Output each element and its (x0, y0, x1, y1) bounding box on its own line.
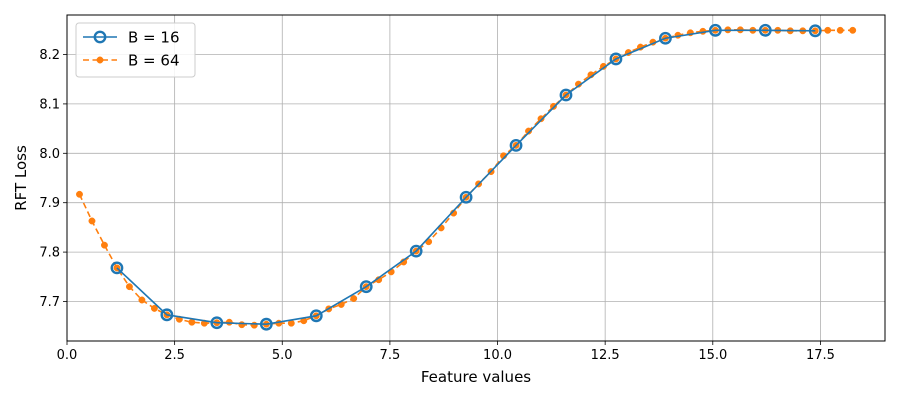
x-tick-label: 17.5 (806, 348, 835, 363)
y-axis-ticks: 7.7 7.8 7.9 8.0 8.1 8.2 (39, 48, 67, 310)
y-axis-label: RFT Loss (12, 145, 30, 211)
point-b16 (210, 316, 224, 330)
point-b64 (138, 296, 146, 304)
point-b16 (409, 244, 423, 258)
x-tick-label: 2.5 (164, 348, 185, 363)
y-tick-label: 7.7 (39, 295, 60, 310)
y-tick-label: 7.8 (39, 246, 60, 261)
point-b64 (836, 26, 844, 34)
x-axis-label: Feature values (421, 368, 531, 386)
x-tick-label: 10.0 (483, 348, 512, 363)
point-b16 (309, 309, 323, 323)
series-layer (76, 23, 857, 331)
x-tick-label: 12.5 (591, 348, 620, 363)
point-b16 (160, 308, 174, 322)
point-b64 (550, 102, 557, 110)
point-b64 (76, 190, 83, 198)
plot-background (67, 15, 885, 341)
y-tick-label: 8.1 (39, 97, 60, 112)
point-b64 (225, 318, 233, 326)
point-b64 (824, 26, 832, 34)
point-b16 (659, 31, 672, 45)
legend-marker-b64 (96, 56, 104, 64)
point-b16 (359, 280, 373, 294)
y-tick-label: 8.2 (39, 48, 60, 63)
point-b64 (525, 127, 532, 135)
point-b16 (559, 88, 573, 102)
legend-label-b64: B = 64 (128, 52, 179, 70)
point-b64 (849, 26, 857, 34)
point-b64 (350, 295, 358, 302)
x-tick-label: 15.0 (698, 348, 727, 363)
point-b16 (259, 317, 273, 331)
point-b64 (537, 115, 545, 123)
y-tick-label: 8.0 (39, 147, 60, 162)
point-b64 (250, 321, 258, 329)
legend: B = 16 B = 64 (75, 22, 196, 78)
point-b16 (459, 190, 473, 204)
x-tick-label: 5.0 (272, 348, 293, 363)
point-b64 (188, 318, 196, 326)
legend-marker-b16 (93, 30, 107, 44)
plot-border (66, 14, 886, 342)
point-b64 (101, 241, 108, 249)
legend-items: B = 16 B = 64 (83, 29, 179, 70)
point-b16 (110, 261, 124, 275)
point-b16 (509, 138, 523, 152)
x-tick-label: 7.5 (380, 348, 401, 363)
plot-area (66, 14, 886, 342)
x-axis-ticks: 0.0 2.5 5.0 7.5 10.0 12.5 15.0 17.5 (57, 341, 835, 363)
point-b16 (808, 24, 822, 38)
point-b64 (150, 304, 158, 312)
point-b64 (88, 217, 96, 225)
y-tick-label: 7.9 (39, 196, 60, 211)
x-tick-label: 0.0 (57, 348, 78, 363)
point-b16 (758, 23, 772, 37)
point-b16 (609, 52, 623, 66)
point-b16 (708, 23, 722, 37)
legend-label-b16: B = 16 (128, 29, 179, 47)
point-b64 (238, 321, 246, 329)
series-line-b16 (116, 29, 816, 326)
point-b64 (125, 283, 133, 291)
